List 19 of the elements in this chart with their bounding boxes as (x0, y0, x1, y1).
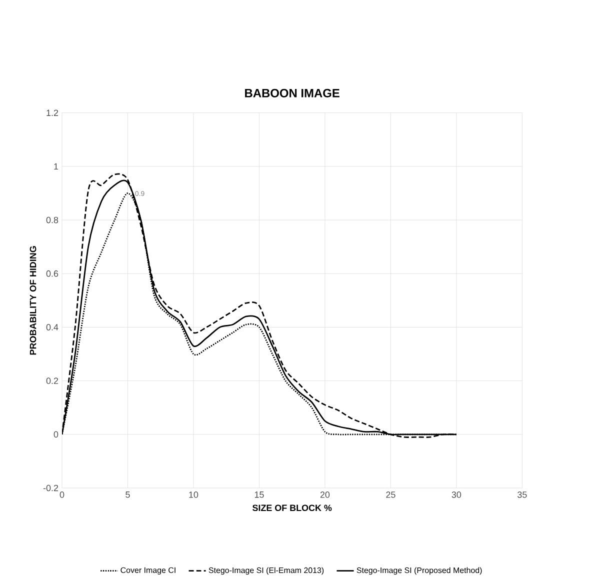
y-tick-label: 1.2 (46, 109, 58, 116)
x-tick-label: 5 (126, 491, 130, 498)
y-tick-label: 1 (54, 163, 58, 170)
x-tick-label: 10 (189, 491, 198, 498)
x-tick-label: 0 (60, 491, 64, 498)
y-tick-label: 0.4 (46, 324, 58, 330)
x-tick-label: 30 (452, 491, 462, 498)
x-tick-label: 20 (320, 491, 330, 498)
chart-title: BABOON IMAGE (245, 88, 340, 98)
y-tick-label: 0.2 (46, 377, 58, 384)
y-tick-label: 0.8 (46, 216, 58, 223)
y-tick-label: 0 (54, 430, 58, 438)
x-tick-label: 25 (386, 491, 396, 498)
x-tick-label: 35 (518, 491, 527, 498)
x-axis-title: SIZE OF BLOCK % (252, 504, 332, 511)
y-tick-label: 0.6 (46, 270, 58, 277)
y-tick-label: -0.2 (43, 484, 58, 491)
x-tick-label: 15 (254, 491, 264, 498)
y-axis-title: PROBABILITY OF HIDING (30, 246, 36, 354)
